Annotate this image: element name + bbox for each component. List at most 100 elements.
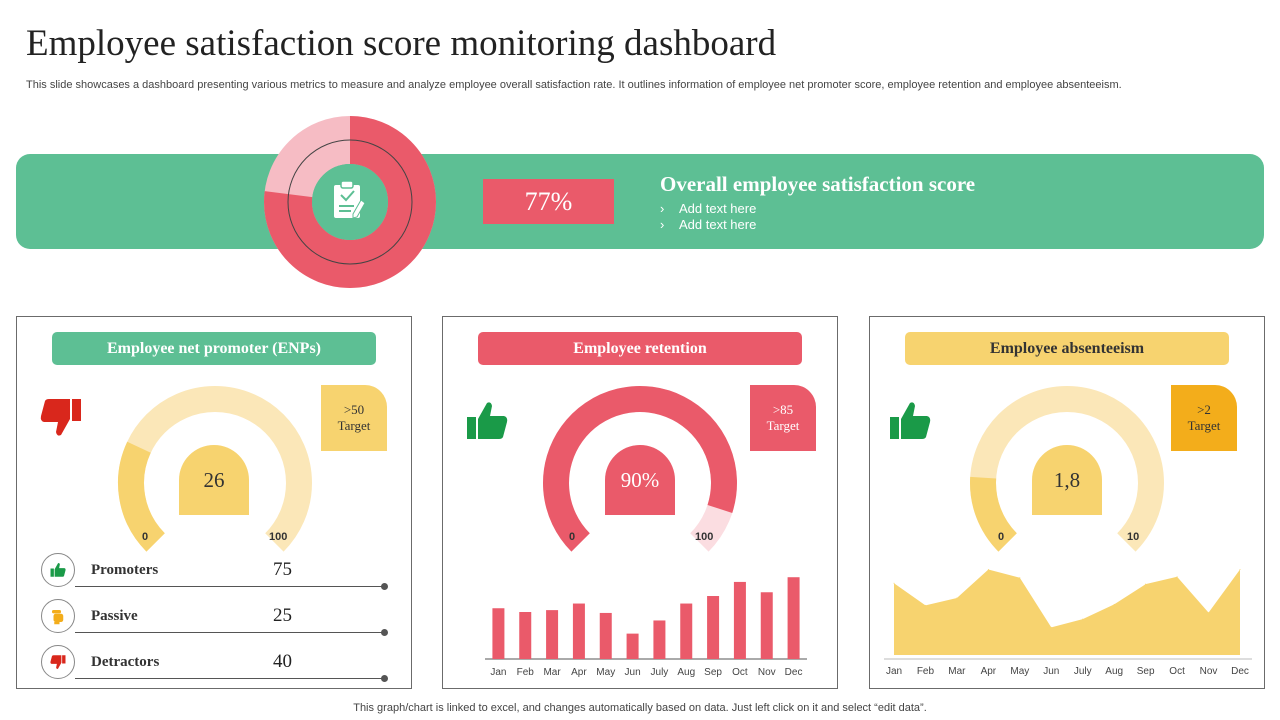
bar-sep [707, 596, 720, 659]
absenteeism-gauge-value: 1,8 [1032, 445, 1102, 515]
x-tick-label: May [596, 667, 615, 678]
x-tick-label: Sep [704, 667, 722, 678]
stat-label: Detractors [91, 654, 160, 670]
thumbs-up-icon [41, 553, 75, 587]
point-may [1019, 577, 1021, 579]
absenteeism-gauge-min: 0 [998, 531, 1005, 543]
divider-dot [381, 629, 388, 636]
absenteeism-title: Employee absenteeism [905, 332, 1229, 365]
point-jun [1050, 626, 1052, 628]
bar-dec [787, 577, 800, 659]
divider [75, 678, 386, 679]
overall-bullet-1: › Add text here [660, 201, 756, 216]
x-tick-label: July [651, 667, 669, 678]
divider [75, 586, 386, 587]
absenteeism-gauge-max: 10 [1127, 531, 1140, 543]
retention-gauge-min: 0 [569, 531, 576, 543]
x-tick-label: Apr [981, 666, 997, 677]
retention-panel: Employee retention 90% 0 100 >85 Target … [442, 316, 838, 689]
point-oct [1176, 576, 1178, 578]
x-tick-label: Mar [543, 667, 561, 678]
absenteeism-panel: Employee absenteeism 1,8 0 10 >2 Target … [869, 316, 1265, 689]
divider [75, 632, 386, 633]
bar-aug [680, 603, 693, 659]
donut-guide-ring [287, 139, 413, 265]
bar-oct [733, 581, 746, 659]
x-tick-label: Jun [1043, 666, 1059, 677]
bar-jan [492, 608, 505, 659]
overall-bullet-2: › Add text here [660, 217, 756, 232]
x-tick-label: Apr [571, 667, 587, 678]
area-series [894, 569, 1240, 655]
absenteeism-target-value: >2 [1197, 402, 1211, 417]
chevron-right-icon: › [660, 201, 665, 216]
divider-dot [381, 583, 388, 590]
page-subtitle: This slide showcases a dashboard present… [26, 79, 1122, 91]
retention-target-value: >85 [772, 402, 794, 417]
stat-label: Promoters [91, 562, 159, 578]
x-tick-label: Feb [917, 666, 935, 677]
x-tick-label: Sep [1137, 666, 1155, 677]
enps-target: >50 Target [321, 385, 387, 451]
x-tick-label: Aug [1105, 666, 1123, 677]
enps-title: Employee net promoter (ENPs) [52, 332, 376, 365]
point-apr [987, 568, 989, 570]
x-tick-label: July [1074, 666, 1092, 677]
enps-stat-passive: Passive 25 [41, 599, 391, 636]
x-tick-label: Jan [490, 667, 506, 678]
overall-score-title: Overall employee satisfaction score [660, 172, 976, 196]
footer-note: This graph/chart is linked to excel, and… [353, 702, 927, 714]
point-mar [956, 597, 958, 599]
enps-stat-promoters: Promoters 75 [41, 553, 391, 590]
bar-apr [572, 603, 585, 659]
bar-nov [760, 592, 773, 659]
stat-value: 75 [273, 559, 292, 580]
point-aug [1113, 603, 1115, 605]
bar-jun [626, 633, 639, 659]
thumbs-down-icon [40, 399, 81, 436]
retention-target: >85 Target [750, 385, 816, 451]
enps-gauge-value: 26 [179, 445, 249, 515]
point-nov [1208, 612, 1210, 614]
enps-target-value: >50 [343, 402, 365, 417]
point-sep [1145, 583, 1147, 585]
gauge-value-arc [118, 441, 166, 552]
x-tick-label: Jun [625, 667, 641, 678]
retention-gauge-value: 90% [605, 445, 675, 515]
gauge-value-arc [970, 476, 1018, 552]
enps-panel: Employee net promoter (ENPs) 26 0 100 >5… [16, 316, 412, 689]
bar-july [653, 620, 666, 659]
x-tick-label: Dec [1231, 666, 1249, 677]
point-jan [893, 582, 895, 584]
retention-gauge-max: 100 [695, 531, 714, 543]
bar-feb [519, 612, 532, 659]
x-tick-label: Mar [948, 666, 966, 677]
retention-title: Employee retention [478, 332, 802, 365]
retention-gauge [543, 386, 737, 552]
bullet-text: Add text here [679, 201, 757, 216]
x-tick-label: Feb [517, 667, 535, 678]
bullet-text: Add text here [679, 217, 757, 232]
x-tick-label: Jan [886, 666, 902, 677]
x-tick-label: Nov [758, 667, 776, 678]
x-tick-label: Oct [1169, 666, 1185, 677]
x-tick-label: Nov [1200, 666, 1218, 677]
thumbs-up-icon [467, 402, 508, 439]
retention-bar-chart: Jan Feb Mar Apr May Jun July Aug Sep Oct Nov Dec [485, 577, 807, 678]
stat-value: 25 [273, 605, 292, 626]
absenteeism-target-label: Target [1187, 418, 1221, 433]
absenteeism-target: >2 Target [1171, 385, 1237, 451]
enps-stat-detractors: Detractors 40 [41, 645, 391, 682]
x-tick-label: Oct [732, 667, 748, 678]
stat-label: Passive [91, 608, 138, 624]
bar-may [599, 612, 612, 659]
overall-score-donut [264, 116, 436, 288]
point-july [1082, 618, 1084, 620]
x-tick-label: Dec [785, 667, 803, 678]
enps-gauge-max: 100 [269, 531, 288, 543]
overall-score-banner [16, 154, 1264, 249]
chevron-right-icon: › [660, 217, 665, 232]
retention-target-label: Target [766, 418, 800, 433]
overall-score-value: 77% [483, 179, 614, 224]
absenteeism-gauge [970, 386, 1164, 552]
